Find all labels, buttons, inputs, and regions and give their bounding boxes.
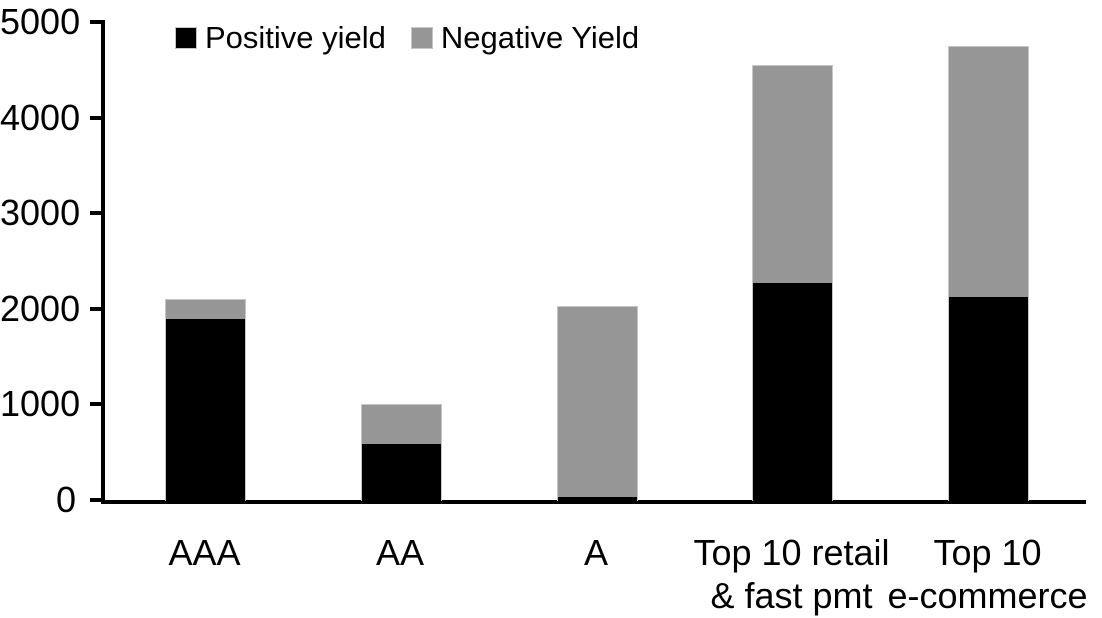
bar-top-10-retail-fast-pmt bbox=[752, 65, 833, 501]
positive-yield-segment bbox=[166, 319, 245, 501]
negative-yield-segment bbox=[166, 300, 245, 320]
bar-top-10-e-commerce bbox=[948, 45, 1029, 501]
y-axis-tick-label: 3000 bbox=[0, 192, 81, 234]
negative-yield-segment bbox=[753, 66, 832, 284]
y-axis bbox=[101, 20, 105, 504]
positive-yield-segment bbox=[361, 443, 441, 501]
y-axis-tick-label: 4000 bbox=[0, 96, 81, 138]
legend-item-negative-yield: Negative Yield bbox=[410, 16, 640, 60]
legend-label: Negative Yield bbox=[440, 20, 640, 55]
x-axis-label-line: Top 10 bbox=[933, 532, 1042, 573]
x-axis-label-line: AA bbox=[375, 532, 425, 573]
bar-aaa bbox=[165, 299, 246, 501]
legend-item-positive-yield: Positive yield bbox=[175, 16, 386, 60]
x-axis-label-line: Top 10 retail bbox=[693, 532, 890, 573]
x-axis-label-aaa: AAA bbox=[85, 531, 325, 574]
x-axis-label-top-10-e-commerce: Top 10 e-commerce bbox=[868, 531, 1102, 617]
y-axis-tick-label: 2000 bbox=[0, 287, 81, 329]
x-axis-label-line: e-commerce bbox=[887, 575, 1088, 616]
y-axis-tick bbox=[90, 306, 103, 311]
x-axis-label-a: A bbox=[476, 531, 716, 574]
negative-yield-segment bbox=[949, 46, 1028, 298]
y-axis-tick-label: 0 bbox=[55, 479, 76, 520]
legend-label: Positive yield bbox=[205, 20, 386, 55]
y-axis-tick bbox=[90, 402, 103, 407]
y-axis-tick-label: 1000 bbox=[0, 383, 81, 425]
x-axis-label-line: A bbox=[583, 532, 608, 573]
y-axis-tick bbox=[90, 211, 103, 216]
negative-yield-segment bbox=[557, 306, 637, 498]
legend: Positive yield Negative Yield bbox=[175, 16, 640, 60]
bar-a bbox=[556, 305, 638, 501]
x-axis-label-top-10-retail-fast-pmt: Top 10 retail & fast pmt bbox=[672, 531, 912, 617]
legend-swatch-positive-yield bbox=[175, 27, 197, 49]
x-axis-label-aa: AA bbox=[280, 531, 520, 574]
y-axis-tick bbox=[90, 498, 103, 502]
legend-swatch-negative-yield bbox=[410, 27, 433, 49]
x-axis-label-line: AAA bbox=[168, 532, 241, 573]
positive-yield-segment bbox=[753, 283, 832, 501]
y-axis-tick bbox=[90, 115, 103, 120]
positive-yield-segment bbox=[949, 297, 1028, 501]
y-axis-tick-label: 5000 bbox=[0, 1, 81, 42]
y-axis-tick bbox=[90, 20, 103, 24]
positive-yield-segment bbox=[557, 497, 637, 501]
x-axis-label-line: & fast pmt bbox=[710, 575, 873, 616]
bar-aa bbox=[360, 404, 442, 501]
x-axis bbox=[101, 500, 1086, 504]
negative-yield-segment bbox=[361, 405, 441, 444]
